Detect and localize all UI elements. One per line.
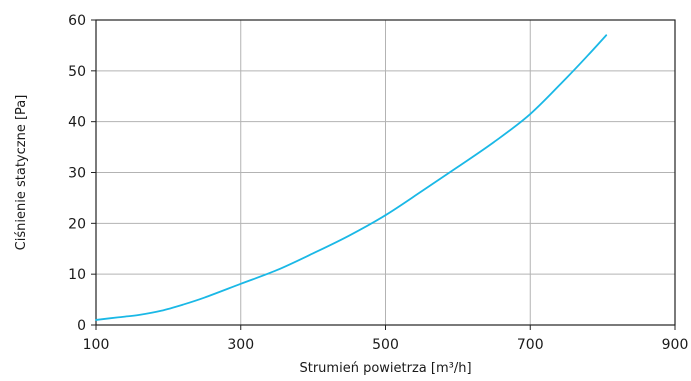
series bbox=[95, 34, 608, 321]
grid bbox=[96, 20, 675, 325]
y-tick-label: 60 bbox=[68, 13, 86, 29]
y-axis-title: Ciśnienie statyczne [Pa] bbox=[14, 95, 29, 251]
axes bbox=[91, 19, 676, 330]
tick-labels: 100 300 500 700 900 0 10 20 30 40 50 60 bbox=[68, 13, 688, 353]
y-tick-label: 50 bbox=[68, 64, 86, 80]
y-tick-label: 40 bbox=[68, 115, 86, 131]
x-axis-title: Strumień powietrza [m³/h] bbox=[299, 361, 471, 376]
x-tick-label: 500 bbox=[372, 337, 399, 353]
y-tick-label: 0 bbox=[77, 318, 86, 334]
x-tick-label: 700 bbox=[517, 337, 544, 353]
x-tick-label: 900 bbox=[662, 337, 689, 353]
y-tick-label: 20 bbox=[68, 216, 86, 232]
x-tick-label: 300 bbox=[227, 337, 254, 353]
series-line bbox=[95, 34, 608, 321]
x-tick-label: 100 bbox=[83, 337, 110, 353]
y-tick-label: 10 bbox=[68, 267, 86, 283]
y-tick-label: 30 bbox=[68, 166, 86, 182]
